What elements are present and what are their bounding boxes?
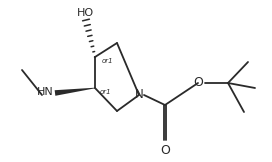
Text: N: N (135, 88, 143, 102)
Polygon shape (55, 88, 95, 96)
Text: HO: HO (76, 8, 94, 18)
Text: or1: or1 (100, 89, 112, 95)
Text: O: O (193, 75, 203, 88)
Text: or1: or1 (102, 58, 114, 64)
Text: O: O (160, 144, 170, 157)
Text: HN: HN (37, 87, 54, 97)
